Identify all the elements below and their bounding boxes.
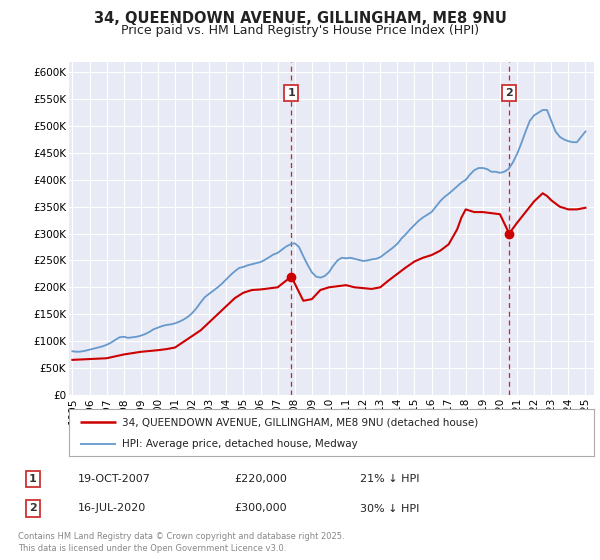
Text: 30% ↓ HPI: 30% ↓ HPI bbox=[360, 503, 419, 514]
Text: 34, QUEENDOWN AVENUE, GILLINGHAM, ME8 9NU (detached house): 34, QUEENDOWN AVENUE, GILLINGHAM, ME8 9N… bbox=[121, 417, 478, 427]
Text: 21% ↓ HPI: 21% ↓ HPI bbox=[360, 474, 419, 484]
Text: £220,000: £220,000 bbox=[234, 474, 287, 484]
Text: 16-JUL-2020: 16-JUL-2020 bbox=[78, 503, 146, 514]
Text: £300,000: £300,000 bbox=[234, 503, 287, 514]
Text: Contains HM Land Registry data © Crown copyright and database right 2025.
This d: Contains HM Land Registry data © Crown c… bbox=[18, 533, 344, 553]
Text: 1: 1 bbox=[287, 88, 295, 98]
Text: 2: 2 bbox=[505, 88, 513, 98]
Text: HPI: Average price, detached house, Medway: HPI: Average price, detached house, Medw… bbox=[121, 439, 357, 449]
Text: 34, QUEENDOWN AVENUE, GILLINGHAM, ME8 9NU: 34, QUEENDOWN AVENUE, GILLINGHAM, ME8 9N… bbox=[94, 11, 506, 26]
Text: Price paid vs. HM Land Registry's House Price Index (HPI): Price paid vs. HM Land Registry's House … bbox=[121, 24, 479, 37]
Text: 19-OCT-2007: 19-OCT-2007 bbox=[78, 474, 151, 484]
Text: 1: 1 bbox=[29, 474, 37, 484]
Text: 2: 2 bbox=[29, 503, 37, 514]
